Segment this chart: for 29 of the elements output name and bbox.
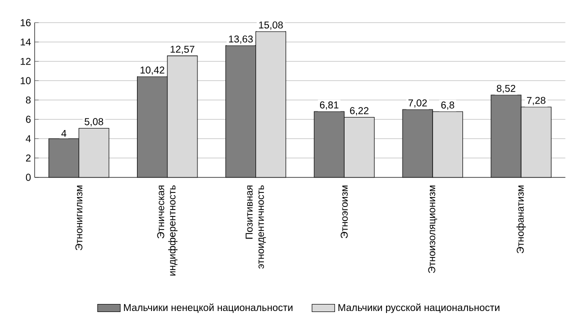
x-tick-label: Этноизоляционизм [428,186,438,274]
data-label: 7,02 [408,99,427,108]
y-tick-label: 8 [26,96,31,104]
data-label: 4 [61,130,66,137]
x-tick-label: Этноэгоизм [340,186,348,238]
data-label: 6,22 [350,107,368,116]
data-label: 6,8 [441,102,454,110]
x-tick-label: Этнофанатизм [516,186,526,254]
y-tick-label: 4 [26,135,31,142]
x-tick-label: Этническая индифферентность [157,185,178,276]
y-tick-label: 0 [26,174,31,181]
y-tick-label: 16 [20,19,31,26]
y-tick-label: 10 [20,77,31,84]
x-tick-label: Позитивная этноидентичность [246,185,266,269]
data-label: 8,52 [496,84,516,94]
data-label: 5,08 [84,118,104,126]
x-tick-label: Этнонигилизм [75,186,82,250]
data-label: 13,63 [229,35,253,44]
y-tick-label: 14 [20,38,31,46]
data-label: 12,57 [170,46,194,54]
data-label: 7,28 [526,96,546,106]
data-label: 10,42 [140,66,164,75]
y-tick-label: 2 [26,154,31,162]
data-label: 15,08 [259,21,283,30]
y-tick-label: 12 [20,58,31,65]
y-tick-label: 6 [26,116,31,123]
data-label: 6,81 [320,101,338,110]
legend-label: Мальчики русской национальности [338,304,500,314]
legend-label: Мальчики ненецкой национальности [124,304,292,313]
